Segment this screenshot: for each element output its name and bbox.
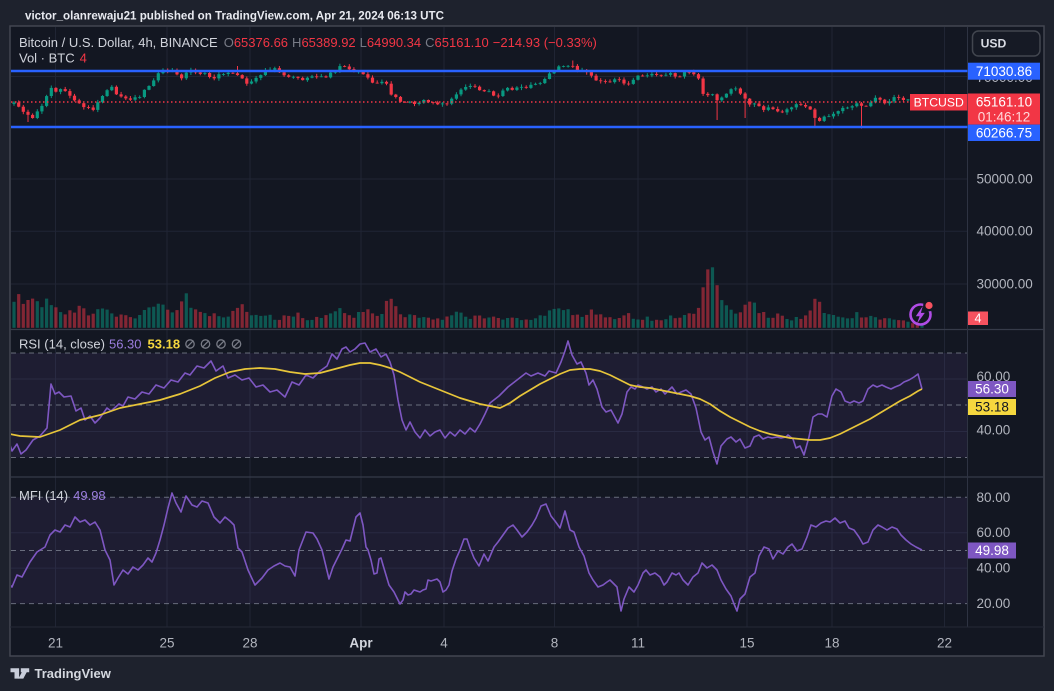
svg-text:65161.10: 65161.10 <box>976 95 1032 110</box>
svg-text:60.00: 60.00 <box>977 525 1011 540</box>
svg-text:25: 25 <box>159 636 174 651</box>
svg-text:60266.75: 60266.75 <box>976 126 1032 141</box>
svg-text:60.00: 60.00 <box>977 369 1011 384</box>
svg-text:victor_olanrewaju21 published: victor_olanrewaju21 published on Trading… <box>25 10 445 23</box>
svg-text:18: 18 <box>824 636 839 651</box>
svg-text:MFI (14)49.98: MFI (14) 49.98 <box>19 488 106 503</box>
svg-text:21: 21 <box>48 636 63 651</box>
svg-text:4: 4 <box>440 636 448 651</box>
svg-text:8: 8 <box>551 636 559 651</box>
svg-text:4: 4 <box>975 311 982 325</box>
svg-text:15: 15 <box>739 636 754 651</box>
svg-text:56.30: 56.30 <box>975 382 1009 397</box>
svg-text:22: 22 <box>937 636 952 651</box>
svg-text:11: 11 <box>631 636 645 651</box>
svg-text:Apr: Apr <box>349 636 373 651</box>
svg-text:28: 28 <box>242 636 257 651</box>
svg-text:TradingView: TradingView <box>35 666 112 681</box>
svg-text:BTCUSD: BTCUSD <box>914 95 964 109</box>
svg-text:20.00: 20.00 <box>977 596 1011 611</box>
svg-text:Bitcoin / U.S. Dollar, 4h, BIN: Bitcoin / U.S. Dollar, 4h, BINANCE O65376… <box>19 35 597 50</box>
svg-text:50000.00: 50000.00 <box>977 172 1033 187</box>
svg-text:40000.00: 40000.00 <box>977 224 1033 239</box>
svg-text:71030.86: 71030.86 <box>976 64 1032 79</box>
svg-text:01:46:12: 01:46:12 <box>978 110 1031 125</box>
svg-text:USD: USD <box>981 37 1007 51</box>
svg-text:80.00: 80.00 <box>977 490 1011 505</box>
svg-text:40.00: 40.00 <box>977 561 1011 576</box>
svg-text:40.00: 40.00 <box>977 423 1011 438</box>
svg-text:53.18: 53.18 <box>975 400 1009 415</box>
svg-text:49.98: 49.98 <box>975 543 1009 558</box>
svg-text:30000.00: 30000.00 <box>977 277 1033 292</box>
